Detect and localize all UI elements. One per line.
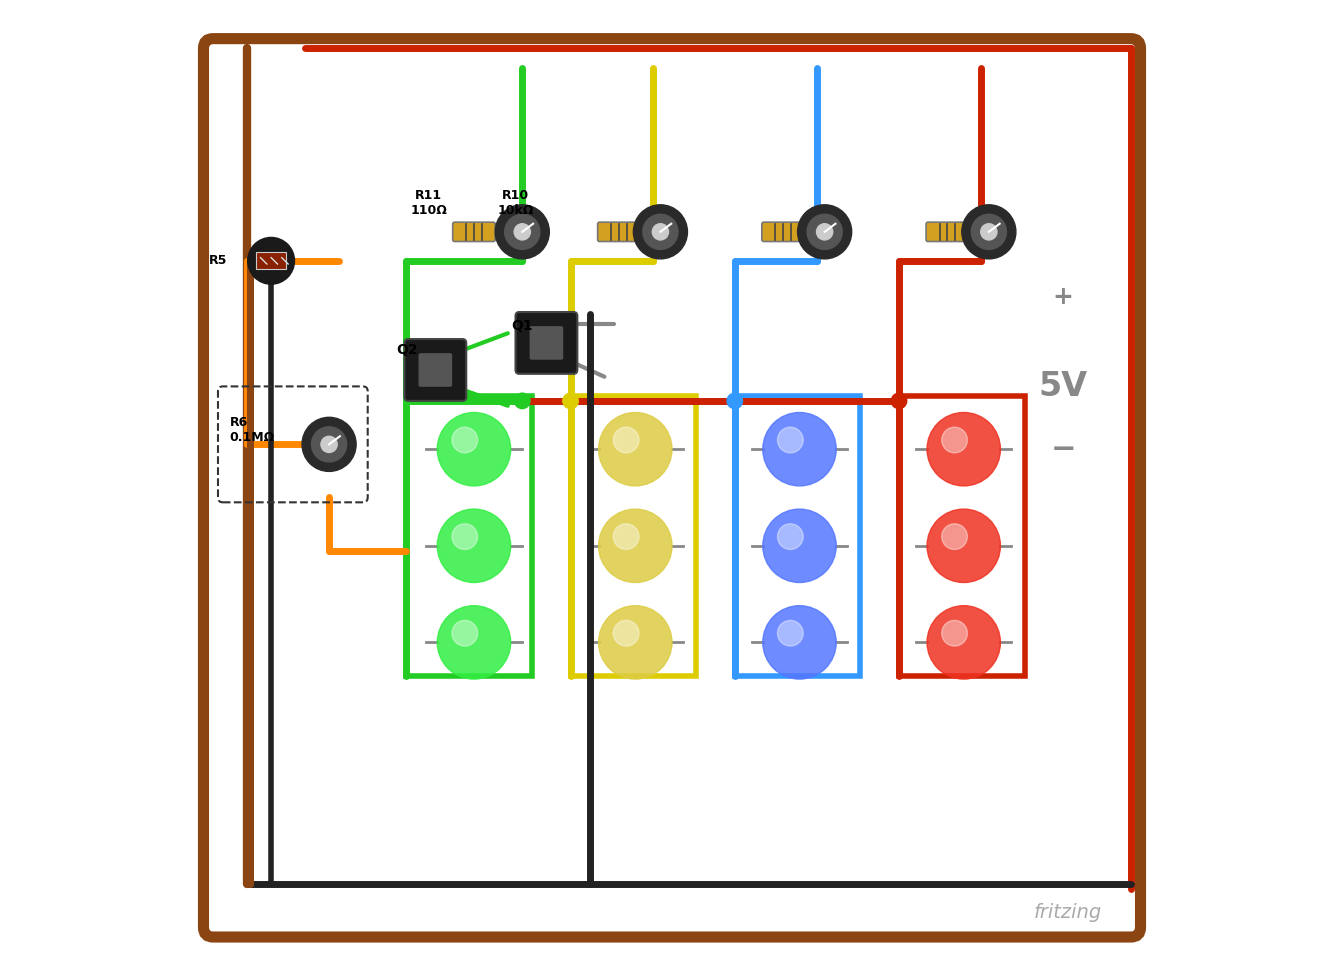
Text: +: + (1052, 285, 1074, 309)
Circle shape (763, 606, 836, 679)
FancyBboxPatch shape (405, 339, 466, 401)
FancyBboxPatch shape (598, 222, 640, 242)
Text: Q1: Q1 (512, 319, 534, 332)
Circle shape (505, 214, 540, 249)
Circle shape (515, 224, 531, 240)
Circle shape (927, 412, 1000, 486)
Bar (735, 396, 860, 676)
Circle shape (613, 524, 638, 550)
Bar (257, 252, 286, 270)
FancyBboxPatch shape (516, 312, 578, 374)
Circle shape (777, 620, 804, 646)
Circle shape (437, 606, 511, 679)
Circle shape (763, 509, 836, 582)
Bar (406, 396, 532, 676)
Text: R10
10kΩ: R10 10kΩ (497, 189, 534, 217)
Circle shape (981, 224, 997, 240)
Text: R6
0.1MΩ: R6 0.1MΩ (230, 416, 274, 443)
Circle shape (598, 606, 672, 679)
Circle shape (563, 393, 578, 409)
Text: 5V: 5V (1039, 370, 1087, 403)
Circle shape (321, 437, 337, 452)
Circle shape (247, 238, 294, 284)
Circle shape (437, 412, 511, 486)
Circle shape (763, 412, 836, 486)
Circle shape (302, 417, 356, 471)
Circle shape (942, 427, 968, 453)
Circle shape (598, 412, 672, 486)
FancyBboxPatch shape (926, 222, 969, 242)
Circle shape (633, 205, 687, 259)
Circle shape (452, 427, 477, 453)
Circle shape (891, 393, 907, 409)
Circle shape (613, 620, 638, 646)
Circle shape (312, 427, 347, 462)
Circle shape (652, 224, 668, 240)
Circle shape (927, 606, 1000, 679)
Text: Q2: Q2 (396, 343, 418, 356)
Circle shape (942, 524, 968, 550)
Text: R11
110Ω: R11 110Ω (410, 189, 448, 217)
Circle shape (927, 509, 1000, 582)
Circle shape (598, 509, 672, 582)
Circle shape (972, 214, 1007, 249)
Circle shape (777, 524, 804, 550)
Bar (571, 396, 696, 676)
Circle shape (613, 427, 638, 453)
Circle shape (777, 427, 804, 453)
Circle shape (495, 205, 550, 259)
Circle shape (797, 205, 852, 259)
Circle shape (942, 620, 968, 646)
FancyBboxPatch shape (418, 354, 452, 386)
Circle shape (515, 393, 530, 409)
Text: R5: R5 (210, 254, 227, 268)
Circle shape (806, 214, 843, 249)
FancyBboxPatch shape (530, 327, 563, 359)
Circle shape (962, 205, 1016, 259)
Circle shape (642, 214, 677, 249)
FancyBboxPatch shape (762, 222, 804, 242)
Circle shape (437, 509, 511, 582)
Circle shape (452, 524, 477, 550)
Circle shape (817, 224, 833, 240)
Circle shape (452, 620, 477, 646)
FancyBboxPatch shape (453, 222, 495, 242)
Text: fritzing: fritzing (1034, 903, 1102, 923)
Circle shape (727, 393, 742, 409)
Text: −: − (1051, 435, 1077, 464)
Bar (899, 396, 1024, 676)
